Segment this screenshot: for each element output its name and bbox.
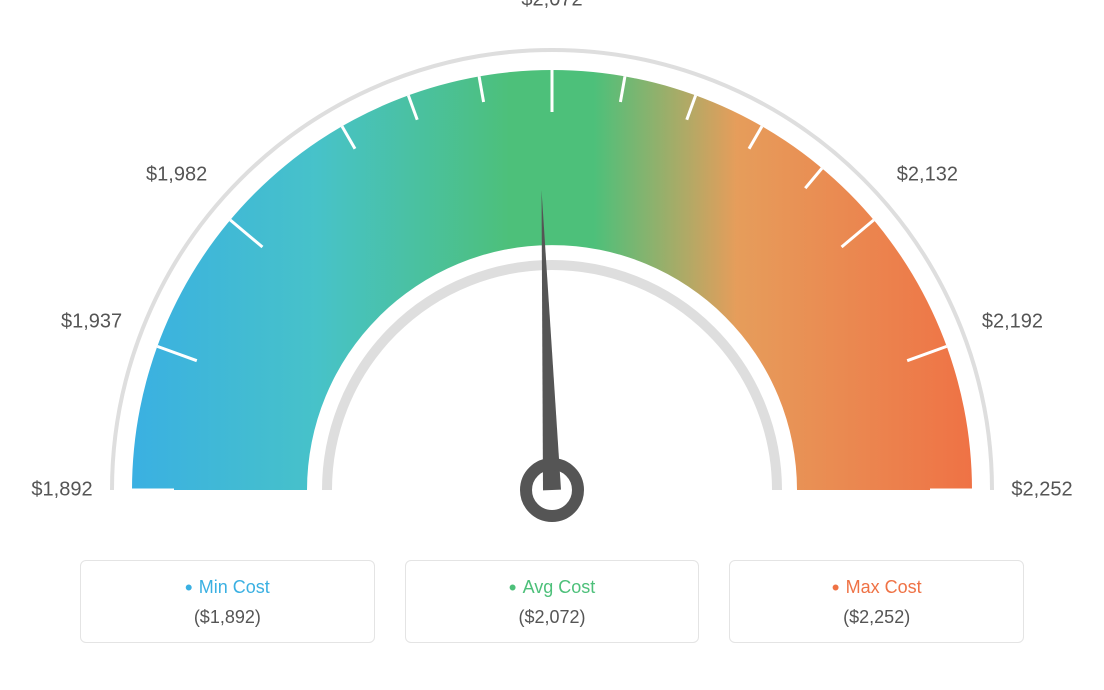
legend-min-title: Min Cost — [91, 575, 364, 601]
gauge-tick-label: $2,192 — [982, 311, 1043, 334]
gauge-tick-label: $2,252 — [1011, 479, 1072, 502]
legend-card-avg: Avg Cost ($2,072) — [405, 560, 700, 643]
gauge-svg — [0, 0, 1104, 550]
gauge-tick-label: $2,132 — [897, 164, 958, 187]
legend-max-value: ($2,252) — [740, 607, 1013, 628]
gauge-tick-label: $1,892 — [31, 479, 92, 502]
cost-gauge: $1,892 $1,937 $1,982 $2,072 $2,132 $2,192 $2,2… — [0, 0, 1104, 550]
legend-avg-title: Avg Cost — [416, 575, 689, 601]
legend-avg-value: ($2,072) — [416, 607, 689, 628]
legend-row: Min Cost ($1,892) Avg Cost ($2,072) Max … — [0, 560, 1104, 643]
gauge-tick-label: $1,937 — [61, 311, 122, 334]
legend-min-value: ($1,892) — [91, 607, 364, 628]
gauge-tick-label: $2,072 — [521, 0, 582, 12]
legend-max-title: Max Cost — [740, 575, 1013, 601]
legend-card-min: Min Cost ($1,892) — [80, 560, 375, 643]
legend-card-max: Max Cost ($2,252) — [729, 560, 1024, 643]
gauge-tick-label: $1,982 — [146, 164, 207, 187]
